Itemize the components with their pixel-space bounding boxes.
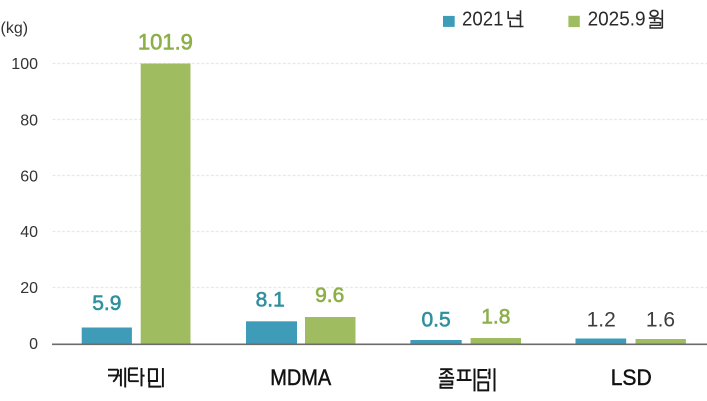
svg-text:1.6: 1.6	[646, 309, 675, 332]
svg-text:2025.9: 2025.9	[588, 8, 646, 30]
svg-text:MDMA: MDMA	[270, 365, 331, 390]
svg-text:80: 80	[20, 112, 38, 129]
svg-text:0.5: 0.5	[421, 308, 450, 331]
svg-text:60: 60	[20, 168, 38, 185]
svg-text:8.1: 8.1	[256, 288, 285, 311]
svg-text:LSD: LSD	[611, 365, 652, 390]
svg-text:40: 40	[20, 224, 38, 241]
svg-text:0: 0	[29, 336, 38, 353]
svg-text:9.6: 9.6	[315, 284, 344, 307]
svg-text:20: 20	[20, 280, 38, 297]
svg-text:5.9: 5.9	[92, 292, 121, 315]
svg-text:2021: 2021	[462, 8, 504, 30]
svg-text:1.8: 1.8	[481, 306, 510, 329]
svg-text:1.2: 1.2	[587, 309, 616, 332]
svg-text:(kg): (kg)	[1, 20, 29, 37]
svg-text:100: 100	[11, 56, 38, 73]
svg-text:101.9: 101.9	[138, 29, 193, 54]
